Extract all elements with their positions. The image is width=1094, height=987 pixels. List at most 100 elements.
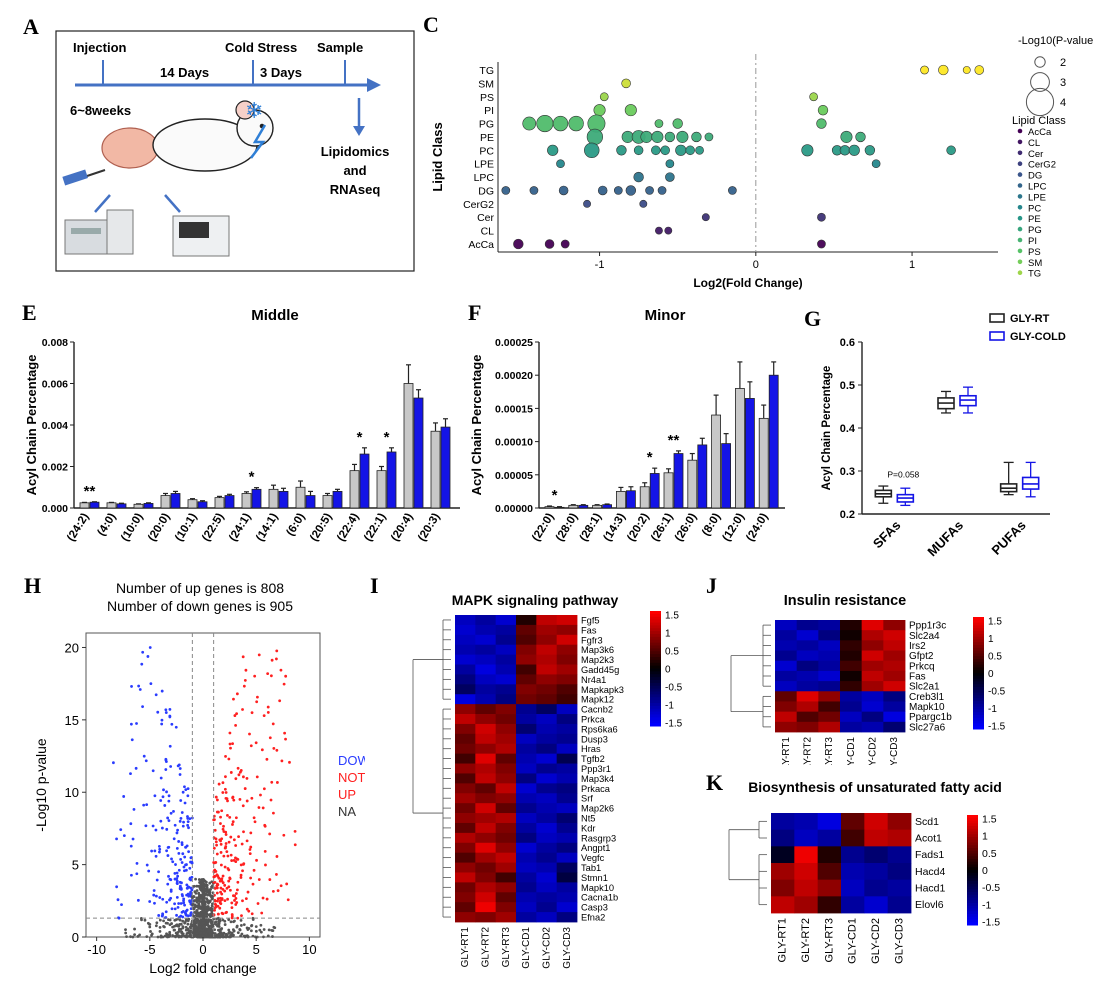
lipid-bubble bbox=[544, 239, 555, 249]
heatmap-cell bbox=[536, 912, 558, 923]
not-sig-point bbox=[199, 919, 203, 922]
up-gene-point bbox=[262, 787, 266, 791]
column-label: GLY-RT1 bbox=[460, 927, 471, 968]
not-sig-point bbox=[192, 926, 196, 930]
heatmap-cell bbox=[775, 660, 798, 672]
color-scale-segment bbox=[967, 848, 978, 852]
row-label: Slc2a1 bbox=[909, 682, 940, 693]
x-tick-label: MUFAs bbox=[924, 518, 966, 560]
heatmap-cell bbox=[516, 793, 537, 804]
color-scale-segment bbox=[967, 875, 978, 879]
not-sig-point bbox=[206, 923, 210, 927]
bar-cold bbox=[278, 490, 289, 509]
not-sig-point bbox=[201, 908, 205, 912]
heatmap-cell bbox=[475, 862, 497, 873]
heatmap-cell bbox=[495, 813, 517, 824]
y-tick-label: 0.000 bbox=[42, 503, 68, 515]
up-gene-point bbox=[270, 780, 274, 784]
column-label: GLY-CD2 bbox=[870, 918, 882, 964]
not-sig-point bbox=[204, 933, 208, 937]
panel-letter-f: F bbox=[468, 300, 482, 325]
class-legend-dot bbox=[1017, 183, 1023, 188]
heatmap-cell bbox=[495, 634, 517, 646]
down-gene-point bbox=[145, 803, 149, 807]
color-scale-segment bbox=[967, 837, 978, 841]
not-sig-point bbox=[184, 934, 188, 938]
not-sig-point bbox=[206, 906, 209, 910]
class-legend-dot bbox=[1017, 172, 1023, 177]
heatmap-cell bbox=[861, 660, 884, 672]
lipid-bubble bbox=[599, 92, 609, 102]
bar-rt bbox=[322, 495, 333, 509]
up-gene-point bbox=[285, 882, 289, 886]
bar-rt bbox=[295, 486, 306, 509]
days14-label: 14 Days bbox=[160, 65, 209, 80]
bar-rt bbox=[663, 472, 674, 509]
down-gene-point bbox=[188, 866, 192, 870]
up-gene-point bbox=[256, 902, 260, 905]
heatmap-cell bbox=[796, 640, 819, 651]
heatmap-cell bbox=[455, 644, 476, 656]
down-gene-point bbox=[175, 879, 179, 883]
lipid-bubble bbox=[848, 144, 860, 156]
heatmap-cell bbox=[536, 803, 558, 814]
color-scale-segment bbox=[650, 674, 661, 678]
fatty-acid-box-plot: 0.2 0.3 0.4 0.5 0.6 Acyl Chain Percentage GLY-… bbox=[821, 313, 1066, 560]
down-gene-point bbox=[169, 765, 173, 768]
down-gene-point bbox=[185, 886, 189, 890]
x-tick-label: (6:0) bbox=[285, 511, 308, 538]
heatmap-cell bbox=[455, 842, 476, 854]
column-label: GLY-CD3 bbox=[893, 918, 905, 964]
down-gene-point bbox=[189, 913, 192, 917]
color-scale-segment bbox=[973, 681, 984, 685]
not-sig-point bbox=[205, 886, 209, 889]
down-gene-point bbox=[182, 901, 186, 905]
not-sig-point bbox=[246, 935, 250, 938]
not-sig-point bbox=[238, 928, 242, 931]
significance-mark: * bbox=[647, 449, 653, 466]
x-tick-label: PUFAs bbox=[989, 518, 1029, 558]
color-scale-segment bbox=[973, 689, 984, 694]
x-tick-label: (20:0) bbox=[146, 511, 173, 544]
not-sig-point bbox=[207, 918, 211, 922]
heatmap-cell bbox=[495, 733, 517, 745]
not-sig-point bbox=[202, 901, 206, 904]
up-gene-point bbox=[275, 649, 279, 653]
row-label: Mapkapk3 bbox=[581, 685, 624, 695]
not-sig-point bbox=[216, 935, 220, 938]
not-sig-point bbox=[209, 921, 213, 924]
lipid-bubble bbox=[529, 186, 539, 195]
heatmap-cell bbox=[775, 711, 798, 723]
lipid-bubble bbox=[616, 145, 627, 156]
up-gene-point bbox=[215, 843, 218, 847]
color-scale-label: -0.5 bbox=[988, 687, 1006, 698]
lipid-bubble bbox=[633, 145, 644, 156]
heatmap-cell bbox=[556, 872, 578, 883]
heatmap-cell bbox=[818, 650, 841, 662]
up-gene-point bbox=[282, 833, 286, 837]
color-scale-segment bbox=[973, 709, 984, 713]
color-scale-segment bbox=[967, 831, 978, 835]
annotation-down: Number of down genes is 905 bbox=[107, 598, 293, 614]
color-scale-segment bbox=[973, 720, 984, 724]
up-gene-point bbox=[253, 674, 257, 678]
up-gene-point bbox=[239, 876, 243, 879]
bar-cold bbox=[673, 453, 684, 509]
heatmap-cell bbox=[556, 803, 578, 814]
not-sig-point bbox=[173, 928, 176, 932]
bar-rt bbox=[106, 502, 117, 509]
y-tick-label: PS bbox=[480, 92, 494, 104]
down-gene-point bbox=[164, 760, 168, 763]
mapk-heatmap: MAPK signaling pathway Fgf5FasFgfr3Map3k6… bbox=[412, 592, 683, 969]
up-gene-point bbox=[235, 901, 239, 904]
not-sig-point bbox=[186, 928, 190, 932]
bar-cold bbox=[89, 501, 100, 509]
down-gene-point bbox=[164, 711, 168, 714]
down-gene-point bbox=[188, 900, 192, 904]
lipid-bubble bbox=[665, 172, 675, 182]
not-sig-point bbox=[250, 924, 254, 927]
lipid-bubble bbox=[536, 114, 554, 133]
y-tick-label: 0.00015 bbox=[495, 403, 533, 415]
not-sig-point bbox=[193, 910, 196, 914]
up-gene-point bbox=[293, 829, 297, 833]
